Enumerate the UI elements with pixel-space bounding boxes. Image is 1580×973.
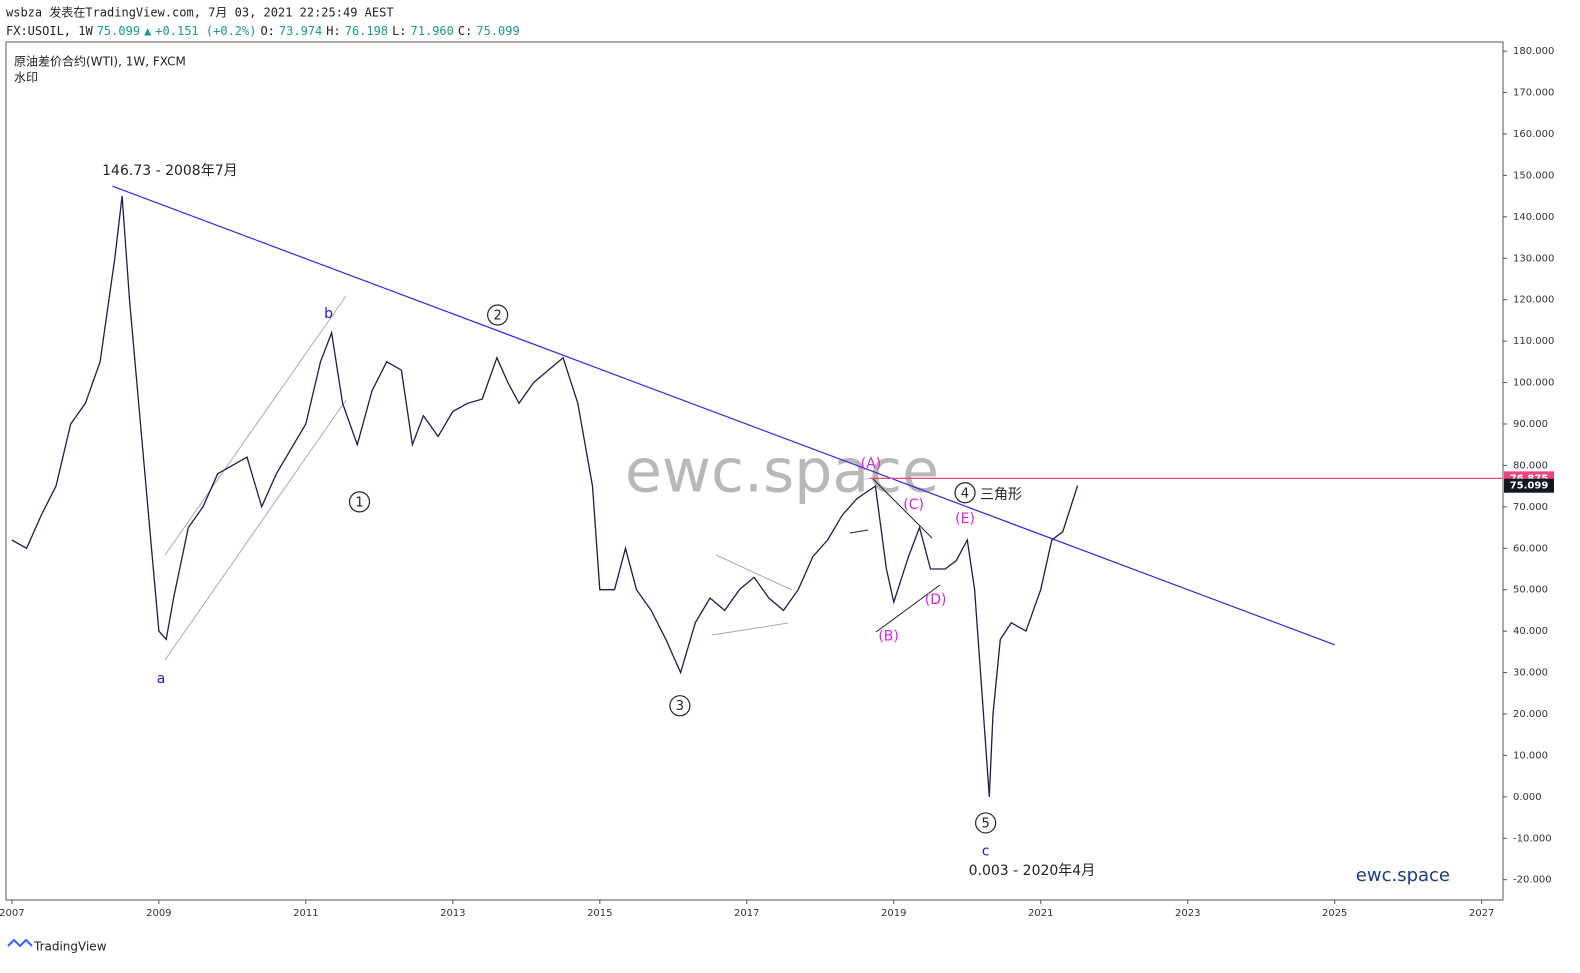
y-tick-label: 110.000 [1513, 336, 1554, 347]
annotation: 三角形 [980, 487, 1022, 503]
annotation: 146.73 - 2008年7月 [102, 163, 237, 179]
x-tick-label: 2007 [0, 908, 25, 919]
y-tick-label: -10.000 [1513, 833, 1552, 844]
ohlc-item: C: [458, 24, 472, 38]
y-tick-label: 150.000 [1513, 170, 1554, 181]
ohlc-item: +0.151 (+0.2%) [155, 24, 256, 38]
ohlc-item: L: [392, 24, 406, 38]
y-tick-label: 130.000 [1513, 253, 1554, 264]
wave-circle [669, 695, 691, 717]
ohlc-item: 73.974 [279, 24, 322, 38]
y-tick-label: 10.000 [1513, 750, 1548, 761]
y-tick-label: 80.000 [1513, 460, 1548, 471]
annotation: (A) [861, 456, 882, 472]
y-tick-label: 70.000 [1513, 502, 1548, 513]
y-tick-label: -20.000 [1513, 875, 1552, 886]
watermark-note: 水印 [14, 71, 38, 85]
trendline [112, 185, 1335, 646]
plot-frame [5, 41, 1504, 901]
y-tick-label: 30.000 [1513, 668, 1548, 679]
x-tick-label: 2023 [1175, 908, 1200, 919]
x-tick-label: 2011 [293, 908, 318, 919]
annotation: 2 [494, 309, 502, 324]
last-price-label: 75.099 [1510, 481, 1549, 492]
annotation: (D) [925, 592, 947, 608]
wave-circle [487, 304, 509, 326]
ohlc-line: FX:USOIL, 1W 75.099 ▲ +0.151 (+0.2%) O: 73.97… [6, 24, 520, 38]
brand: ewc.space [1356, 865, 1450, 886]
ohlc-item: ▲ [144, 24, 152, 38]
wave-circle [954, 482, 976, 504]
footer-brand: TradingView [33, 940, 107, 954]
wave-circle [348, 491, 371, 513]
annotation: b [324, 306, 333, 322]
x-tick-label: 2019 [881, 908, 906, 919]
annotation: 3 [676, 699, 684, 714]
y-tick-label: 20.000 [1513, 709, 1548, 720]
header-line: wsbza 发表在TradingView.com, 7月 03, 2021 22… [6, 5, 394, 20]
price-line [11, 196, 1079, 797]
watermark: ewc.space [625, 437, 939, 507]
x-tick-label: 2015 [587, 908, 612, 919]
annotation: (C) [903, 497, 924, 513]
x-tick-label: 2021 [1028, 908, 1053, 919]
ohlc-item: 71.960 [411, 24, 454, 38]
y-tick-label: 100.000 [1513, 378, 1554, 389]
y-tick-label: 50.000 [1513, 585, 1548, 596]
annotation: (B) [878, 629, 899, 645]
x-tick-label: 2009 [146, 908, 171, 919]
annotation: a [157, 671, 166, 687]
annotation: 1 [355, 495, 363, 510]
y-tick-label: 90.000 [1513, 419, 1548, 430]
last-price-tag [1504, 478, 1554, 493]
x-tick-label: 2027 [1469, 908, 1494, 919]
ohlc-item: H: [326, 24, 340, 38]
annotation: (E) [955, 511, 975, 527]
ohlc-item: FX:USOIL, 1W [6, 24, 93, 38]
triangle-lines [849, 477, 941, 633]
y-tick-label: 180.000 [1513, 46, 1554, 57]
ohlc-item: O: [260, 24, 274, 38]
x-tick-label: 2017 [734, 908, 759, 919]
annotation: 4 [961, 486, 969, 501]
annotation: 0.003 - 2020年4月 [969, 863, 1096, 879]
x-tick-label: 2013 [440, 908, 465, 919]
y-tick-label: 170.000 [1513, 88, 1554, 99]
wave-circle [975, 812, 997, 834]
annotation: 5 [981, 816, 989, 831]
y-tick-label: 140.000 [1513, 212, 1554, 223]
ohlc-item: 75.099 [97, 24, 140, 38]
y-tick-label: 120.000 [1513, 295, 1554, 306]
annotation: c [982, 844, 990, 860]
ohlc-item: 75.099 [476, 24, 519, 38]
y-tick-label: 0.000 [1513, 792, 1542, 803]
y-tick-label: 40.000 [1513, 626, 1548, 637]
y-tick-label: 60.000 [1513, 543, 1548, 554]
x-tick-label: 2025 [1322, 908, 1347, 919]
ohlc-item: 76.198 [345, 24, 388, 38]
y-tick-label: 160.000 [1513, 129, 1554, 140]
symbol-title: 原油差价合约(WTI), 1W, FXCM [14, 54, 186, 69]
channel-lines [164, 295, 793, 661]
footer-logo [7, 938, 33, 948]
